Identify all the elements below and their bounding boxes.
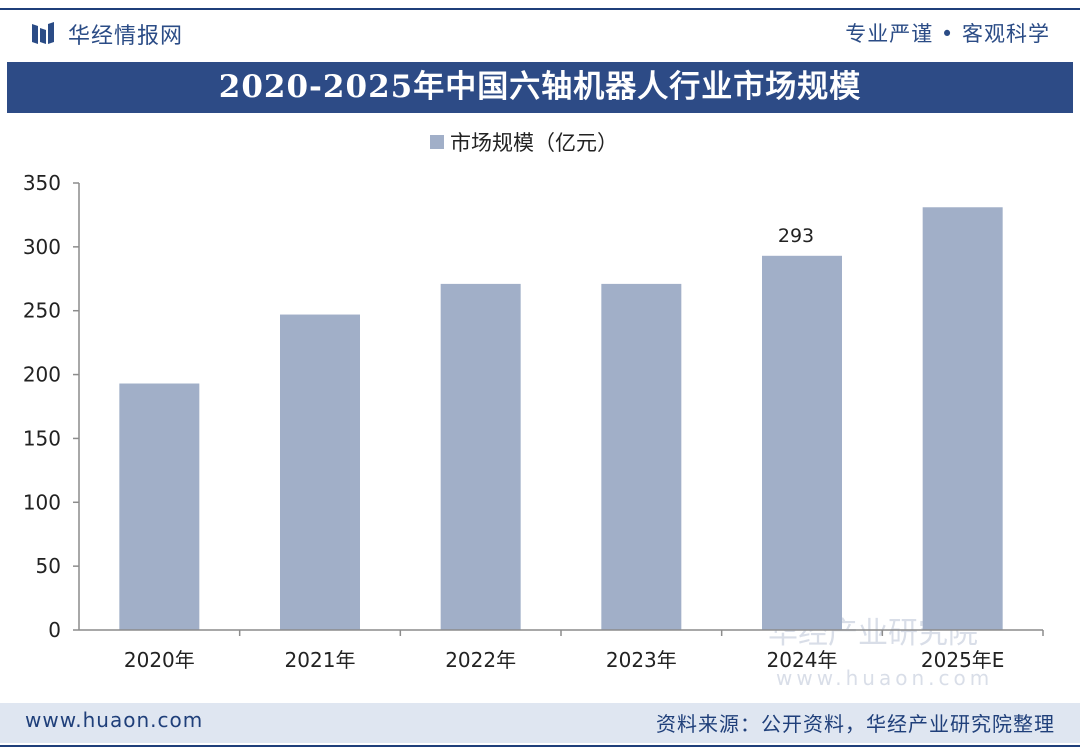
y-tick-label: 250: [23, 299, 61, 323]
bottom-rule: [0, 745, 1080, 747]
x-axis: 2020年 2021年 2022年 2023年 2024年 2025年E: [79, 629, 1044, 672]
source-note: 资料来源：公开资料，华经产业研究院整理: [656, 712, 1055, 736]
brand-logo-icon: [32, 22, 54, 44]
bar: [440, 283, 521, 630]
y-tick-label: 0: [48, 618, 61, 642]
brand-name: 华经情报网: [68, 24, 184, 49]
title-bar: 2020-2025年中国六轴机器人行业市场规模: [7, 62, 1073, 113]
bar: [280, 314, 360, 630]
top-rule: [0, 8, 1080, 10]
slogan: 专业严谨 • 客观科学: [845, 22, 1050, 46]
y-tick-label: 50: [36, 554, 61, 578]
bar: [922, 207, 1003, 630]
y-tick-label: 200: [23, 363, 61, 387]
legend-swatch: [430, 135, 444, 149]
x-tick-label: 2023年: [606, 648, 677, 672]
bar: [762, 255, 842, 630]
bar: [601, 283, 682, 630]
chart-title: 2020-2025年中国六轴机器人行业市场规模: [218, 69, 862, 105]
x-tick-label: 2025年E: [921, 648, 1005, 672]
x-tick-label: 2021年: [285, 648, 356, 672]
bar: [119, 383, 200, 630]
watermark-url: www.huaon.com: [776, 666, 993, 690]
y-tick-label: 100: [23, 490, 61, 514]
data-label: 293: [778, 225, 814, 247]
legend-label: 市场规模（亿元）: [450, 131, 618, 155]
y-tick-label: 350: [23, 171, 61, 195]
x-tick-label: 2022年: [445, 648, 516, 672]
header-bar: 华经情报网 专业严谨 • 客观科学: [0, 0, 1080, 62]
bars: 293: [119, 207, 1003, 630]
footer-url: www.huaon.com: [25, 708, 204, 732]
y-tick-label: 300: [23, 235, 61, 259]
footer-bar: www.huaon.com 资料来源：公开资料，华经产业研究院整理: [0, 703, 1080, 743]
x-tick-label: 2024年: [767, 648, 838, 672]
legend: 市场规模（亿元）: [430, 131, 618, 155]
y-axis: 0 50 100 150 200 250 300 350: [23, 171, 80, 642]
x-tick-label: 2020年: [124, 648, 195, 672]
bar-chart: 华经产业研究院 www.huaon.com 市场规模（亿元） 050100150…: [23, 131, 1044, 690]
y-tick-label: 150: [23, 426, 61, 450]
